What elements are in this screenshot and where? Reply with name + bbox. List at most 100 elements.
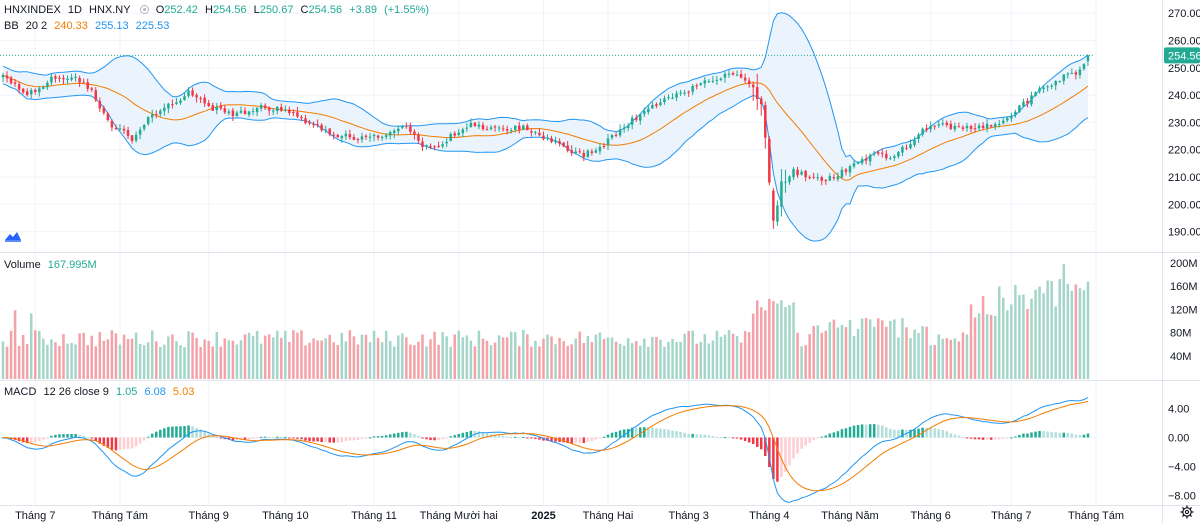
volume-bar: [735, 336, 739, 379]
volume-bar: [247, 332, 251, 379]
macd-hist-bar: [1006, 437, 1009, 439]
candle-body: [469, 122, 473, 128]
candle-body: [755, 87, 759, 99]
macd-hist-bar: [449, 436, 452, 438]
candle-body: [885, 153, 888, 159]
settings-gear-icon[interactable]: [1180, 505, 1194, 519]
open-label: O: [155, 4, 165, 16]
macd-hist-bar: [280, 437, 283, 439]
volume-bar: [356, 344, 360, 379]
macd-hist-bar: [417, 435, 420, 438]
candle-body: [42, 87, 45, 89]
volume-bar: [397, 335, 400, 379]
symbol-legend[interactable]: HNXINDEX 1D HNX.NY O252.42 H254.56 L250.…: [4, 3, 433, 17]
symbol-name[interactable]: HNXINDEX: [4, 4, 61, 16]
macd-legend[interactable]: MACD 12 26 close 9 1.05 6.08 5.03: [4, 385, 198, 399]
volume-bar: [364, 334, 368, 379]
candle-body: [711, 80, 715, 82]
time-tick-label: Tháng 3: [668, 510, 708, 522]
candle-body: [1042, 87, 1045, 90]
volume-bar: [29, 313, 33, 379]
volume-bar: [796, 332, 799, 379]
candle-body: [844, 169, 848, 172]
candle-body: [828, 176, 832, 181]
candle-body: [114, 127, 118, 129]
macd-hist-bar: [610, 432, 614, 438]
macd-hist-bar: [90, 437, 93, 439]
candle-body: [804, 170, 807, 178]
macd-hist-bar: [626, 428, 630, 438]
macd-tick-label: 4.00: [1168, 404, 1189, 416]
volume-bar: [965, 334, 969, 379]
volume-bar: [618, 343, 622, 379]
candle-body: [554, 140, 557, 143]
macd-hist-bar: [739, 437, 743, 440]
volume-bar: [167, 336, 170, 379]
candle-body: [860, 159, 864, 164]
macd-hist-bar: [550, 437, 553, 442]
volume-legend[interactable]: Volume 167.995M: [4, 258, 101, 272]
macd-hist-bar: [167, 426, 170, 438]
volume-bar: [969, 304, 973, 379]
volume-bar: [449, 346, 452, 379]
candle-body: [1058, 81, 1061, 83]
macd-hist-bar: [735, 437, 739, 439]
candle-body: [453, 133, 456, 136]
volume-bar: [42, 338, 45, 379]
bb-upper-value: 255.13: [94, 20, 129, 32]
time-tick-label: Tháng Tám: [92, 510, 148, 522]
candle-body: [509, 130, 513, 132]
macd-hist-bar: [889, 428, 892, 438]
macd-hist-bar: [312, 437, 315, 442]
candle-body: [25, 91, 29, 96]
candle-body: [683, 92, 686, 94]
candle-body: [179, 100, 182, 103]
candle-body: [409, 125, 412, 132]
volume-bar: [630, 343, 634, 379]
volume-bar: [1054, 306, 1057, 379]
macd-hist-bar: [1030, 432, 1033, 438]
interval[interactable]: 1D: [67, 4, 82, 16]
volume-bar: [941, 338, 945, 379]
macd-hist-bar: [614, 431, 618, 438]
volume-bar: [1038, 286, 1041, 379]
macd-hist-bar: [687, 433, 690, 438]
macd-hist-bar: [155, 431, 158, 438]
candle-body: [384, 135, 388, 138]
volume-bar: [586, 335, 590, 379]
volume-bar: [800, 346, 803, 379]
candle-body: [820, 177, 824, 181]
candle-body: [534, 131, 537, 133]
candle-body: [98, 101, 102, 109]
bb-name: BB: [4, 20, 19, 32]
macd-hist-bar: [142, 437, 146, 441]
candle-body: [707, 81, 711, 83]
candle-body: [142, 125, 146, 129]
volume-bar: [743, 331, 747, 379]
volume-bar: [413, 345, 416, 379]
volume-bar: [58, 346, 61, 379]
tradingview-logo-icon[interactable]: [4, 229, 22, 243]
candle-body: [1018, 105, 1021, 112]
candle-body: [1046, 86, 1049, 88]
macd-hist-bar: [800, 437, 803, 449]
macd-hist-bar: [1054, 432, 1057, 438]
macd-hist-bar: [1038, 431, 1041, 438]
candle-body: [703, 80, 707, 84]
volume-bar: [82, 332, 85, 379]
volume-bar: [1042, 293, 1045, 379]
candle-body: [985, 123, 989, 129]
candle-body: [780, 181, 783, 207]
macd-hist-bar: [199, 429, 202, 438]
candle-body: [788, 176, 791, 183]
candle-body: [562, 142, 565, 147]
volume-bar: [159, 346, 162, 379]
candle-body: [856, 162, 860, 164]
macd-hist-bar: [1086, 433, 1090, 438]
bb-legend[interactable]: BB 20 2 240.33 255.13 225.53: [4, 19, 173, 33]
volume-bar: [566, 345, 569, 379]
volume-bar: [885, 326, 888, 379]
volume-bar: [163, 344, 166, 379]
